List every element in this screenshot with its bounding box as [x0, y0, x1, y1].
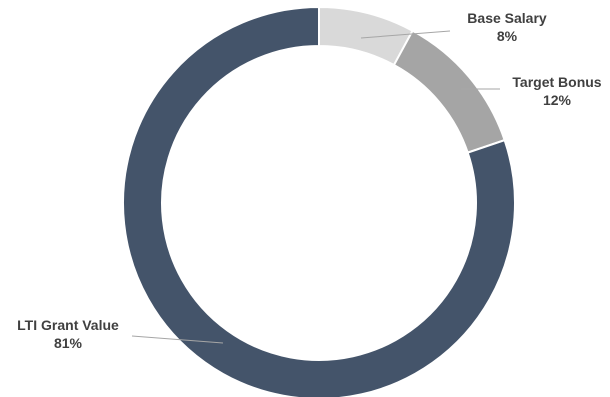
- slice-target-bonus: [392, 29, 506, 154]
- slice-lti-grant-value: [122, 5, 516, 397]
- donut-slices: [122, 5, 516, 397]
- label-lti-grant-value-name: LTI Grant Value: [17, 317, 119, 333]
- label-target-bonus-value: 12%: [543, 92, 572, 108]
- label-target-bonus-name: Target Bonus: [512, 74, 601, 90]
- leader-line-base-salary: [360, 30, 451, 39]
- label-base-salary-value: 8%: [497, 28, 518, 44]
- leader-line-lti-grant-value: [131, 335, 224, 344]
- label-lti-grant-value-value: 81%: [54, 335, 83, 351]
- label-base-salary-name: Base Salary: [467, 10, 547, 26]
